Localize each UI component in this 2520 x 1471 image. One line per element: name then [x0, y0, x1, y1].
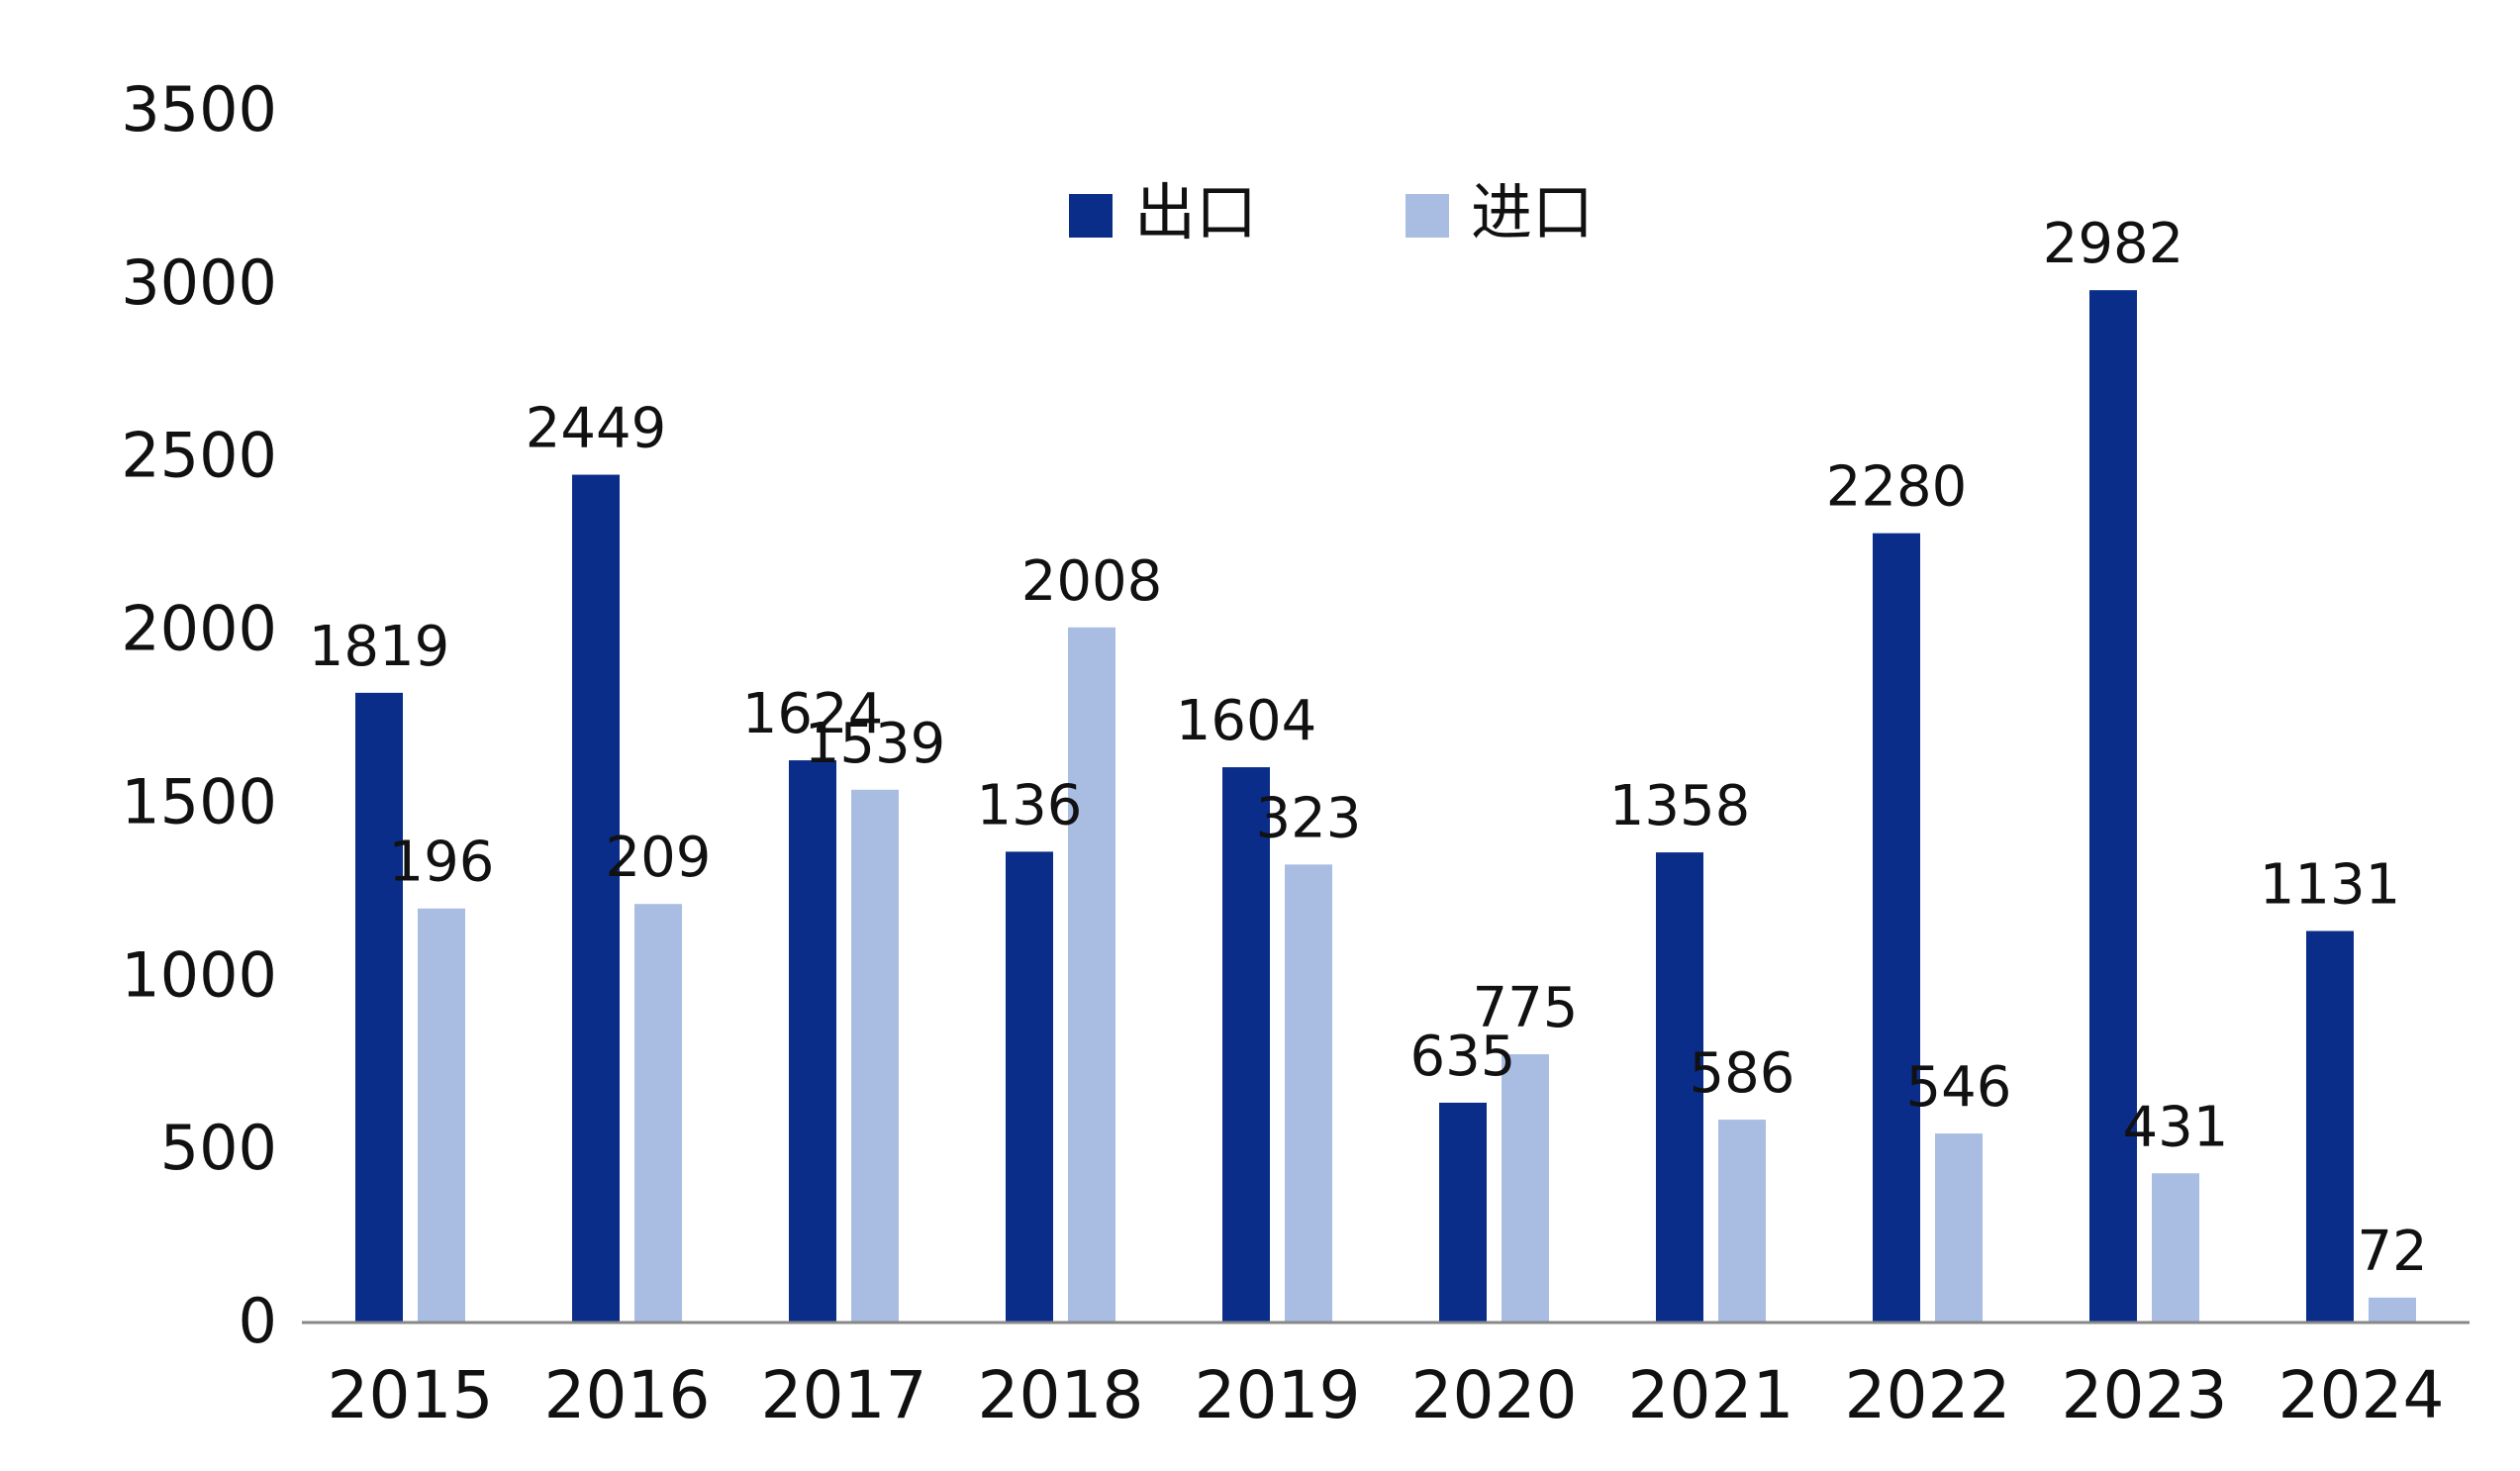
x-tick-label: 2019: [1195, 1357, 1361, 1433]
legend-label-export: 出口: [1134, 176, 1257, 248]
bar-import-2017: [851, 789, 899, 1323]
bar-import-2021: [1718, 1120, 1766, 1323]
x-tick-label: 2016: [544, 1357, 711, 1433]
data-label-import-2015: 196: [389, 831, 495, 895]
bar-export-2019: [1222, 767, 1270, 1323]
x-tick-label: 2022: [1845, 1357, 2011, 1433]
data-label-export-2020: 635: [1410, 1025, 1516, 1089]
bar-series: [355, 290, 2416, 1324]
data-label-export-2023: 2982: [2043, 212, 2184, 276]
data-label-import-2020: 775: [1473, 976, 1579, 1040]
data-label-export-2022: 2280: [1826, 455, 1968, 520]
bar-import-2018: [1068, 627, 1115, 1323]
data-label-export-2015: 1819: [309, 615, 450, 679]
bar-export-2015: [355, 692, 403, 1323]
x-tick-label: 2024: [2278, 1357, 2445, 1433]
x-tick-label: 2023: [2062, 1357, 2228, 1433]
bar-export-2022: [1873, 533, 1920, 1323]
data-label-export-2016: 2449: [526, 397, 667, 461]
bar-export-2023: [2089, 290, 2137, 1324]
bar-import-2023: [2152, 1173, 2199, 1323]
bar-export-2017: [789, 760, 836, 1323]
bar-export-2020: [1439, 1102, 1487, 1323]
y-tick-label: 3500: [121, 73, 277, 146]
data-label-import-2023: 431: [2123, 1095, 2229, 1159]
data-label-import-2021: 586: [1690, 1041, 1795, 1106]
x-axis-ticks: 2015 2016 2017 2018 2019 2020 2021 2022 2023 2024: [328, 1357, 2445, 1433]
y-tick-label: 3000: [121, 246, 277, 319]
x-tick-label: 2020: [1411, 1357, 1578, 1433]
bar-export-2021: [1656, 852, 1703, 1323]
bar-import-2020: [1502, 1053, 1549, 1323]
data-label-export-2024: 1131: [2260, 852, 2401, 917]
y-tick-label: 500: [160, 1112, 277, 1184]
data-label-import-2024: 72: [2357, 1220, 2427, 1284]
x-tick-label: 2015: [328, 1357, 494, 1433]
legend-swatch-import: [1405, 194, 1449, 238]
y-tick-label: 1500: [121, 765, 277, 837]
legend-label-import: 进口: [1471, 176, 1594, 248]
bar-export-2016: [572, 474, 620, 1324]
data-label-export-2021: 1358: [1609, 774, 1751, 838]
y-tick-label: 1000: [121, 938, 277, 1011]
data-label-import-2018: 2008: [1021, 549, 1163, 614]
bar-export-2018: [1006, 851, 1053, 1323]
data-labels: 1819196244920916241539136200816043236357…: [309, 212, 2428, 1284]
y-axis-ticks: 0 500 1000 1500 2000 2500 3000 3500: [121, 73, 277, 1357]
legend-swatch-export: [1069, 194, 1113, 238]
data-label-export-2017: 1624: [742, 682, 884, 746]
data-label-import-2017: 1539: [805, 712, 946, 776]
data-label-import-2019: 323: [1256, 786, 1362, 850]
x-tick-label: 2021: [1628, 1357, 1794, 1433]
y-tick-label: 2500: [121, 420, 277, 492]
data-label-export-2019: 1604: [1176, 689, 1317, 753]
y-tick-label: 0: [239, 1285, 277, 1357]
bar-import-2024: [2369, 1297, 2416, 1323]
legend: 出口 进口: [1069, 176, 1594, 248]
data-label-export-2018: 136: [977, 773, 1083, 837]
bar-export-2024: [2306, 931, 2354, 1323]
bar-import-2016: [634, 904, 682, 1323]
bar-import-2019: [1285, 864, 1332, 1323]
y-tick-label: 2000: [121, 593, 277, 665]
data-label-import-2016: 209: [606, 826, 712, 890]
x-tick-label: 2018: [978, 1357, 1144, 1433]
bar-import-2015: [418, 908, 465, 1323]
x-tick-label: 2017: [761, 1357, 927, 1433]
bar-import-2022: [1935, 1133, 1983, 1323]
data-label-import-2022: 546: [1906, 1055, 2012, 1120]
